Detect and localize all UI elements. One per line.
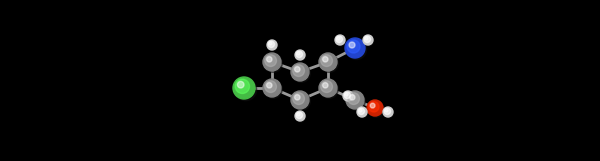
Circle shape [296,51,306,61]
Circle shape [359,109,362,112]
Circle shape [297,52,300,55]
Circle shape [263,53,281,71]
Circle shape [358,108,365,114]
Circle shape [269,42,272,45]
Circle shape [235,79,250,94]
Circle shape [295,111,305,121]
Circle shape [320,54,338,72]
Circle shape [291,63,309,81]
Circle shape [348,93,359,104]
Circle shape [383,107,393,117]
Circle shape [292,92,310,110]
Circle shape [345,93,348,96]
Circle shape [344,92,354,102]
Circle shape [319,79,337,97]
Circle shape [350,95,355,100]
Circle shape [296,112,302,118]
Circle shape [263,79,281,97]
Circle shape [296,51,302,57]
Circle shape [235,79,257,101]
Circle shape [384,108,391,114]
Circle shape [367,100,383,116]
Circle shape [321,55,332,66]
Circle shape [346,91,364,109]
Circle shape [344,92,350,99]
Circle shape [295,50,305,60]
Circle shape [266,83,272,88]
Circle shape [321,81,332,93]
Circle shape [357,107,367,117]
Circle shape [265,80,283,98]
Circle shape [265,81,277,93]
Circle shape [368,102,379,112]
Circle shape [347,40,360,53]
Circle shape [370,103,375,108]
Circle shape [343,91,353,101]
Circle shape [267,40,277,50]
Circle shape [323,83,328,88]
Circle shape [365,37,368,40]
Circle shape [291,91,309,109]
Circle shape [364,36,371,43]
Circle shape [295,67,300,72]
Circle shape [319,53,337,71]
Circle shape [384,108,394,118]
Circle shape [295,95,300,100]
Circle shape [358,108,368,118]
Circle shape [233,77,255,99]
Circle shape [336,36,346,46]
Circle shape [320,80,338,98]
Circle shape [347,39,367,60]
Circle shape [292,64,310,82]
Circle shape [385,109,388,112]
Circle shape [345,38,365,58]
Circle shape [293,65,305,76]
Circle shape [368,101,384,117]
Circle shape [268,41,275,47]
Circle shape [297,113,300,116]
Circle shape [238,81,244,88]
Circle shape [265,55,277,66]
Circle shape [336,36,343,43]
Circle shape [296,112,306,122]
Circle shape [293,93,305,104]
Circle shape [337,37,340,40]
Circle shape [266,57,272,62]
Circle shape [364,36,374,46]
Circle shape [347,92,365,110]
Circle shape [323,57,328,62]
Circle shape [268,41,278,51]
Circle shape [265,54,283,72]
Circle shape [335,35,345,45]
Circle shape [349,42,355,48]
Circle shape [363,35,373,45]
